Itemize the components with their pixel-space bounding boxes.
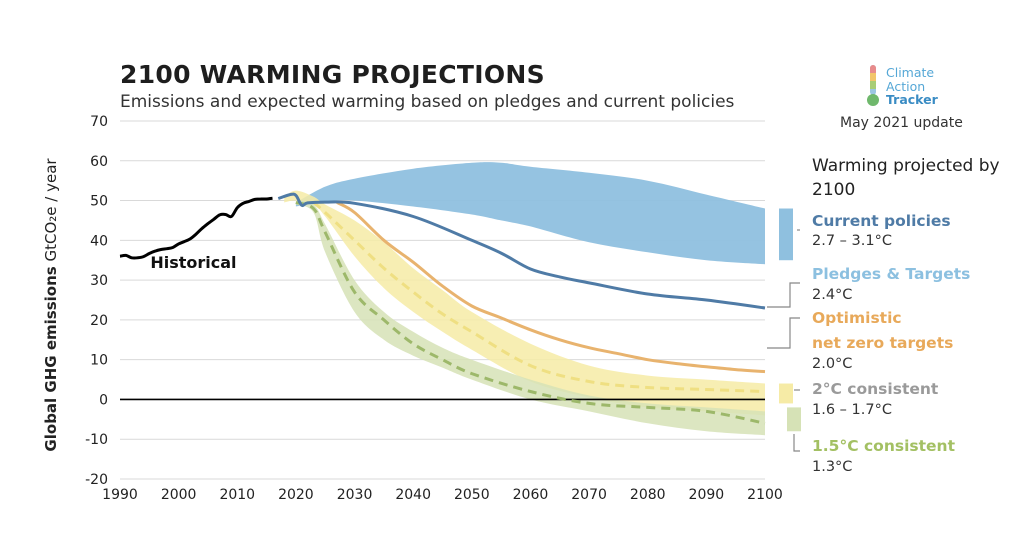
x-tick-label: 2080 bbox=[630, 487, 666, 503]
range-bar-current-policies bbox=[779, 208, 793, 261]
range-bar-2-c-consistent bbox=[779, 383, 793, 404]
x-tick-label: 2050 bbox=[454, 487, 490, 503]
two-degree-median-line bbox=[312, 201, 766, 393]
x-tick-label: 2010 bbox=[219, 487, 255, 503]
thermometer-icon bbox=[867, 65, 879, 106]
x-tick-label: 2030 bbox=[337, 487, 373, 503]
y-tick-label: -10 bbox=[85, 432, 108, 448]
brand-logo-text: Climate Action Tracker bbox=[886, 66, 938, 107]
brand-line-3: Tracker bbox=[886, 92, 938, 107]
y-tick-label: 60 bbox=[90, 154, 108, 170]
y-tick-label: 20 bbox=[90, 313, 108, 329]
scenario-name: Pledges & Targets bbox=[812, 265, 971, 283]
x-tick-label: 2070 bbox=[571, 487, 607, 503]
historical-annotation: Historical bbox=[150, 253, 236, 272]
one-five-degree-band bbox=[295, 200, 765, 436]
y-tick-label: 30 bbox=[90, 273, 108, 289]
warming-panel-title: Warming projected by 2100 bbox=[812, 156, 1000, 200]
scenario-warming-range: 1.3°C bbox=[812, 459, 853, 475]
brand-line-1: Climate bbox=[886, 65, 935, 80]
two-degree-band bbox=[284, 190, 765, 416]
y-tick-label: 0 bbox=[99, 392, 108, 408]
scenario-warming-range: 2.7 – 3.1°C bbox=[812, 233, 892, 249]
x-tick-label: 2020 bbox=[278, 487, 314, 503]
scenario-name: Optimistic bbox=[812, 309, 902, 327]
historical-line bbox=[119, 196, 273, 260]
brand-line-2: Action bbox=[886, 78, 926, 94]
y-tick-label: 40 bbox=[90, 233, 108, 249]
x-tick-label: 2000 bbox=[161, 487, 197, 503]
scenario-warming-range: 2.0°C bbox=[812, 356, 853, 372]
connector-pledges bbox=[767, 282, 800, 308]
update-date: May 2021 update bbox=[840, 115, 963, 131]
scenario-name: 1.5°C consistent bbox=[812, 437, 955, 455]
x-tick-label: 2090 bbox=[689, 487, 725, 503]
x-tick-label: 1990 bbox=[102, 487, 138, 503]
current-policies-band bbox=[295, 162, 765, 265]
scenario-name: Current policies bbox=[812, 212, 951, 230]
chart-subtitle: Emissions and expected warming based on … bbox=[120, 92, 735, 112]
chart-title: 2100 WARMING PROJECTIONS bbox=[120, 60, 545, 89]
x-tick-label: 2100 bbox=[747, 487, 783, 503]
x-tick-label: 2040 bbox=[395, 487, 431, 503]
y-tick-label: 70 bbox=[90, 114, 108, 130]
y-tick-label: 10 bbox=[90, 353, 108, 369]
connector-one-five-degree bbox=[793, 434, 800, 452]
optimistic-line bbox=[336, 201, 766, 374]
y-tick-label: 50 bbox=[90, 194, 108, 210]
range-bar-1-5-c-consistent bbox=[787, 407, 801, 432]
x-tick-label: 2060 bbox=[513, 487, 549, 503]
scenario-name-line2: net zero targets bbox=[812, 334, 954, 352]
scenario-warming-range: 2.4°C bbox=[812, 287, 853, 303]
pledges-targets-line bbox=[277, 192, 766, 310]
scenario-name: 2°C consistent bbox=[812, 380, 939, 398]
one-five-degree-median-line bbox=[295, 201, 766, 425]
connector-optimistic bbox=[767, 317, 800, 349]
y-tick-label: -20 bbox=[85, 472, 108, 488]
scenario-warming-range: 1.6 – 1.7°C bbox=[812, 402, 892, 418]
